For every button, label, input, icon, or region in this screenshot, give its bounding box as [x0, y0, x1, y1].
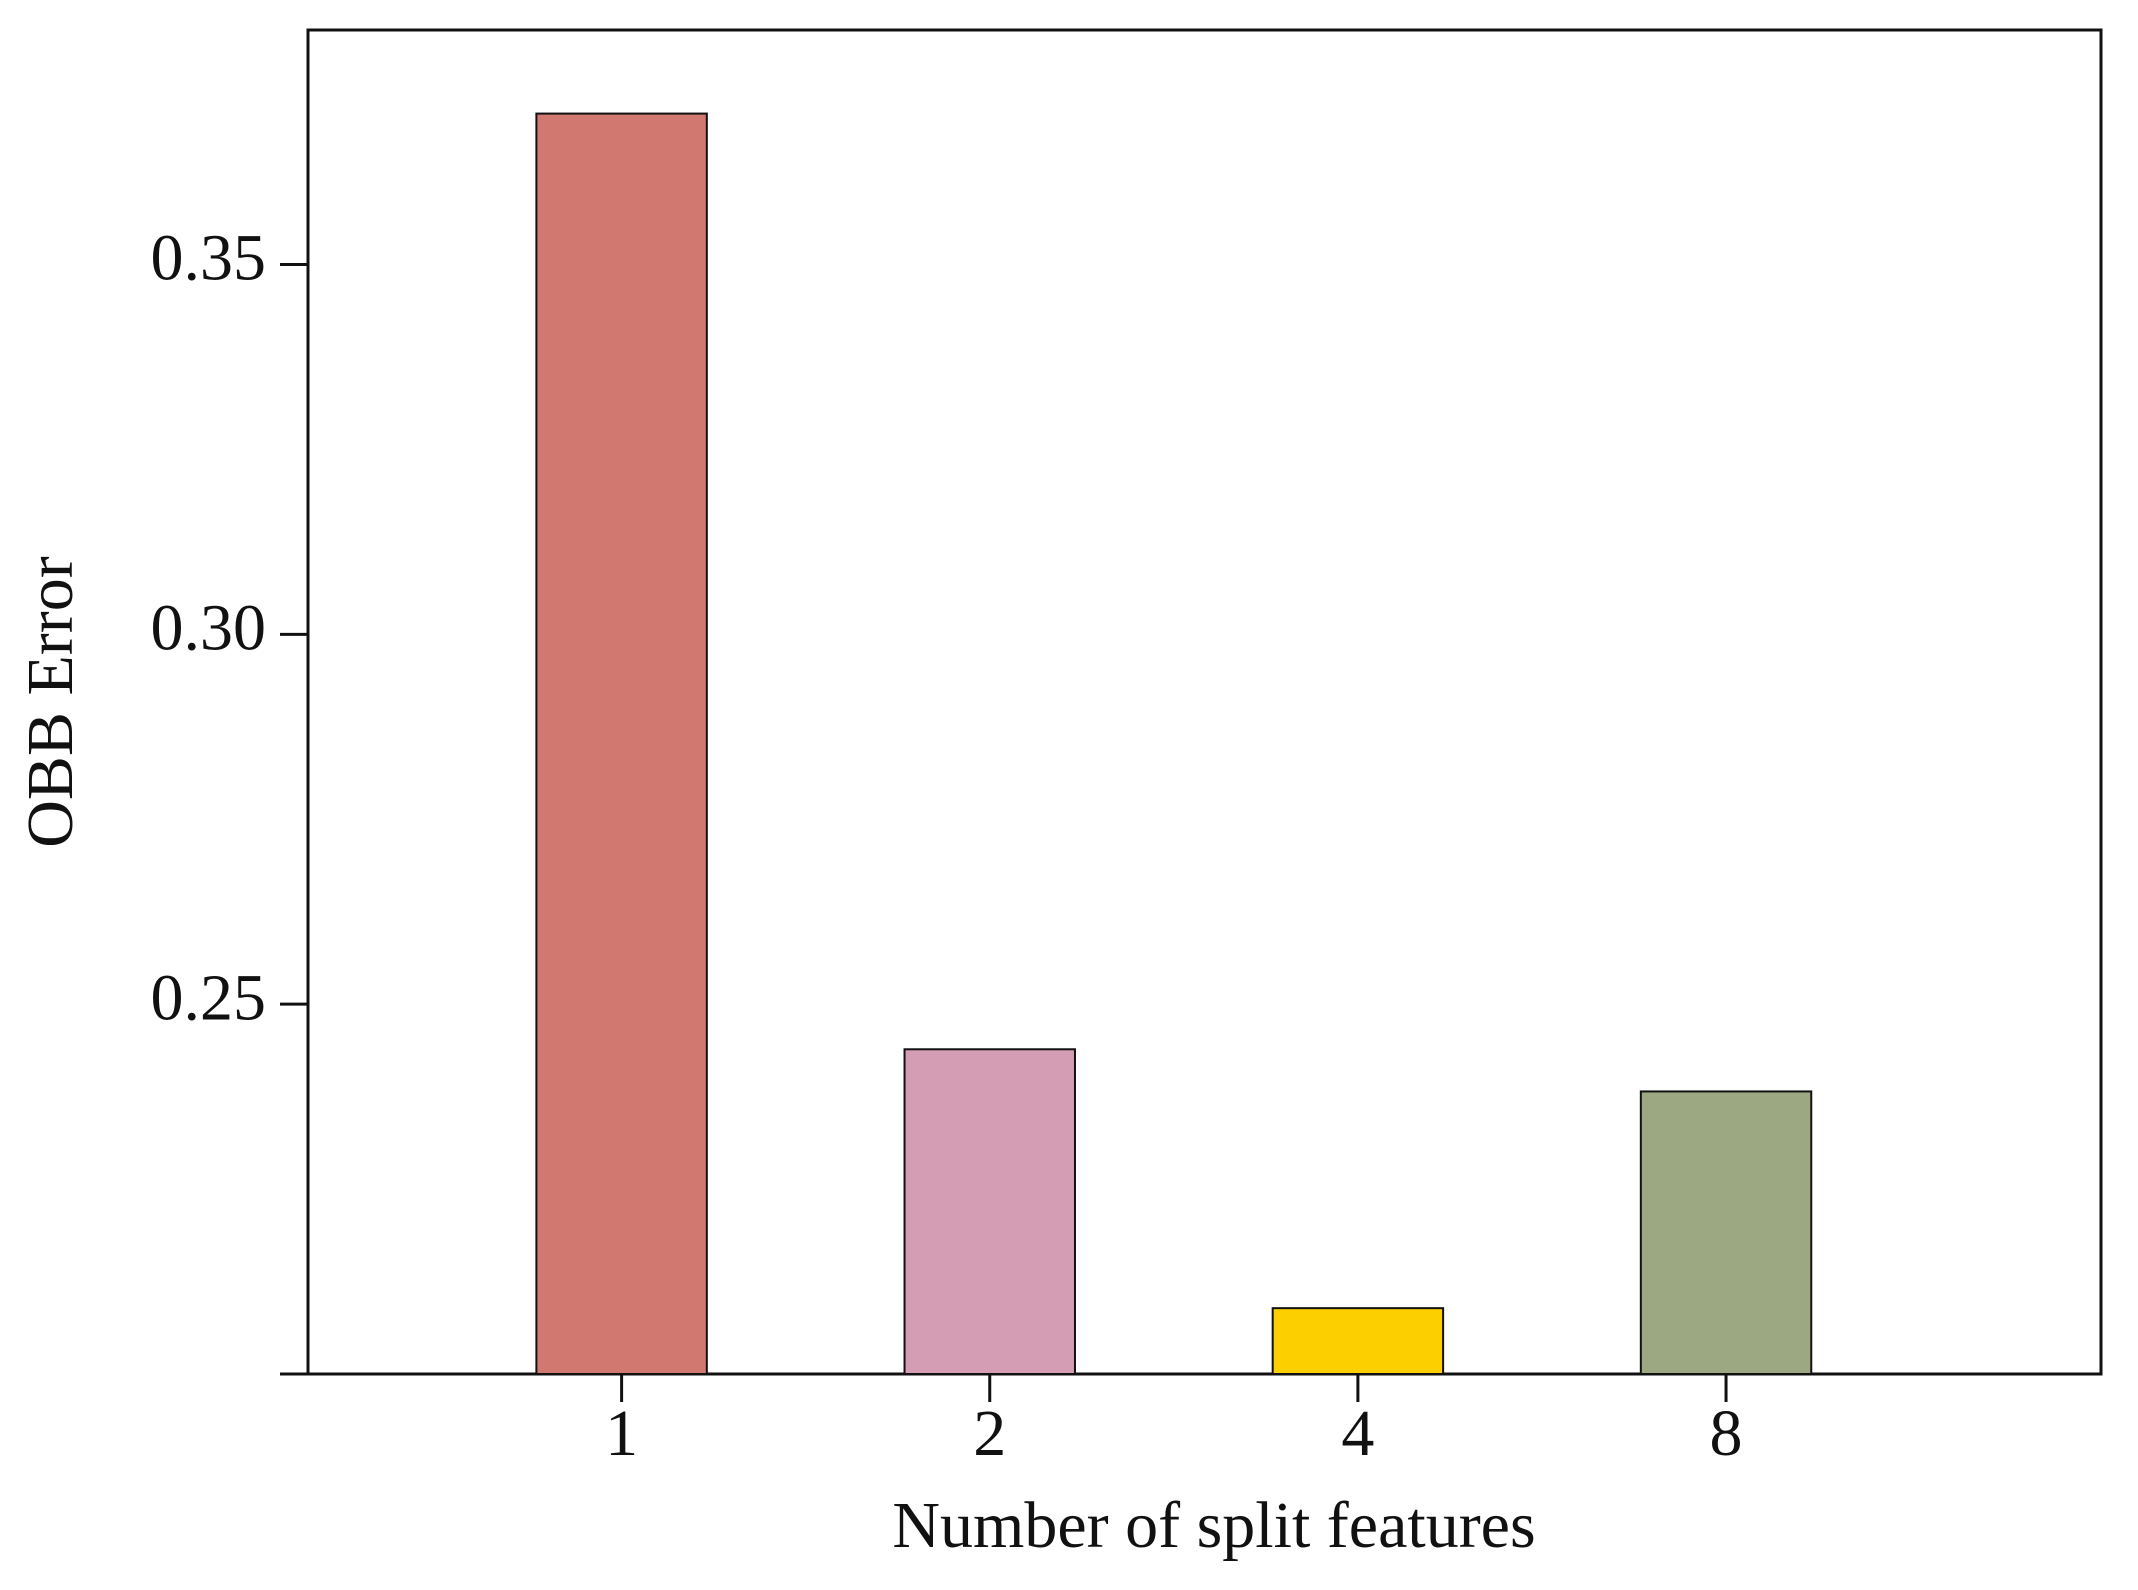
bar	[535, 112, 708, 1375]
y-axis-label: OBB Error	[14, 556, 87, 847]
bar	[1271, 1307, 1445, 1376]
plot-frame	[306, 28, 2103, 1376]
y-tick-label: 0.25	[151, 961, 267, 1034]
x-tick-label: 2	[973, 1397, 1006, 1470]
x-tick-label: 4	[1341, 1397, 1374, 1470]
x-tick-label: 1	[605, 1397, 638, 1470]
y-tick-label: 0.35	[151, 222, 267, 295]
bar	[903, 1048, 1076, 1376]
x-tick-label: 8	[1710, 1397, 1743, 1470]
x-axis-label: Number of split features	[892, 1489, 1535, 1562]
y-tick-label: 0.30	[151, 591, 267, 664]
bar	[1639, 1090, 1813, 1375]
